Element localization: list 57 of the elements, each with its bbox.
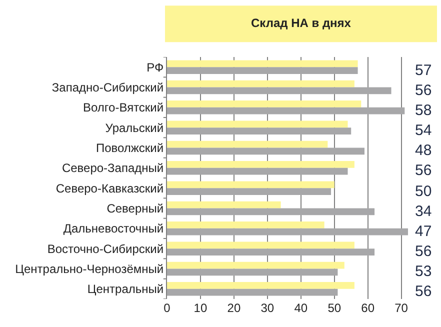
data-label: 58 xyxy=(415,102,432,119)
x-tick-label: 60 xyxy=(361,301,375,315)
y-tick-label: Северо-Кавказский xyxy=(56,181,164,196)
data-label: 48 xyxy=(415,142,432,159)
bar xyxy=(167,161,354,168)
chart-title: Склад НА в днях xyxy=(251,16,352,30)
bar xyxy=(167,201,281,208)
bar xyxy=(167,228,408,236)
bar xyxy=(167,242,354,249)
bar xyxy=(167,188,332,195)
bar xyxy=(167,60,358,68)
bar xyxy=(167,181,334,188)
bar xyxy=(167,87,392,94)
bar xyxy=(167,128,352,134)
bar xyxy=(167,140,328,148)
data-label: 50 xyxy=(415,183,432,200)
bar xyxy=(167,168,348,175)
bar xyxy=(167,248,375,256)
bar xyxy=(167,282,354,289)
y-tick-label: Дальневосточный xyxy=(63,222,164,236)
bar xyxy=(167,100,362,108)
y-tick-label: Западно-Сибирский xyxy=(52,80,164,94)
bar xyxy=(167,268,338,276)
y-tick-label: Уральский xyxy=(105,120,164,135)
data-label: 53 xyxy=(415,263,432,280)
bar xyxy=(167,148,364,155)
x-tick-label: 10 xyxy=(194,301,208,315)
data-label: 54 xyxy=(415,122,432,139)
bar xyxy=(167,288,338,296)
y-tick-label: Центрально-Чернозёмный xyxy=(15,262,164,276)
data-label: 47 xyxy=(415,223,432,240)
y-tick-label: Северо-Западный xyxy=(62,161,164,176)
y-tick-label: Восточно-Сибирский xyxy=(47,242,164,256)
bar xyxy=(167,222,324,228)
bar xyxy=(167,262,344,269)
x-tick-label: 70 xyxy=(394,301,408,315)
y-tick-label: Северный xyxy=(106,201,164,216)
y-tick-label: РФ xyxy=(146,60,164,74)
x-tick-label: 0 xyxy=(164,301,171,315)
x-tick-label: 40 xyxy=(294,301,308,315)
y-tick-label: Волго-Вятский xyxy=(83,100,164,115)
data-label: 34 xyxy=(415,203,432,220)
data-label: 56 xyxy=(415,283,432,300)
x-tick-label: 20 xyxy=(227,301,241,315)
data-label: 56 xyxy=(415,162,432,179)
data-label: 56 xyxy=(415,82,432,99)
y-tick-label: Поволжский xyxy=(96,140,164,155)
data-label: 56 xyxy=(415,243,432,260)
bar xyxy=(167,208,375,216)
bar xyxy=(167,67,358,74)
x-tick-label: 30 xyxy=(260,301,274,315)
y-tick-label: Центральный xyxy=(87,282,164,296)
bar xyxy=(167,107,405,114)
data-label: 57 xyxy=(415,62,432,79)
x-tick-label: 50 xyxy=(328,301,342,315)
bar xyxy=(167,120,348,128)
bar xyxy=(167,80,354,88)
